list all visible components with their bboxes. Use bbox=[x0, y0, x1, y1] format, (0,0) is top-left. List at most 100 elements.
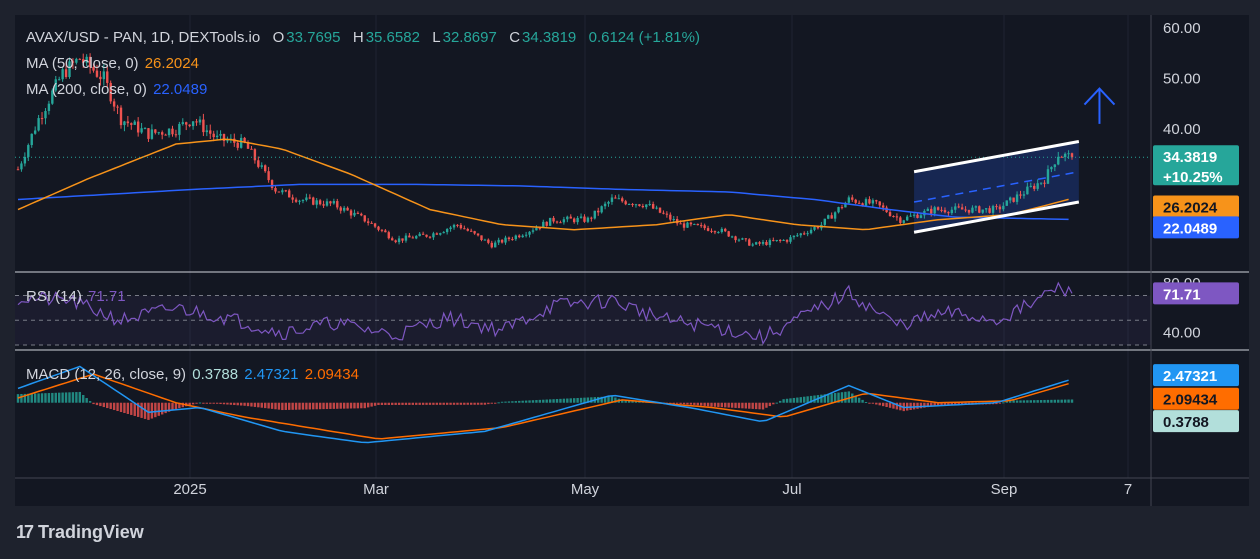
macd-hist-bar bbox=[744, 402, 748, 409]
candle-body bbox=[754, 242, 758, 245]
macd-hist-bar bbox=[380, 402, 384, 405]
legend-macd[interactable]: MACD (12, 26, close, 9) 0.3788 2.47321 2… bbox=[26, 366, 361, 383]
candle-body bbox=[751, 244, 754, 246]
legend-ma200[interactable]: MA (200, close, 0) 22.0489 bbox=[26, 81, 209, 98]
candle-body bbox=[366, 221, 370, 223]
tradingview-logo[interactable]: 17 TradingView bbox=[16, 522, 144, 543]
candle-body bbox=[785, 239, 789, 242]
macd-hist-bar bbox=[116, 402, 119, 412]
macd-hist-bar bbox=[456, 402, 459, 405]
macd-hist-bar bbox=[219, 402, 222, 405]
macd-hist-bar bbox=[851, 393, 854, 403]
macd-line-value: 2.47321 bbox=[244, 366, 299, 383]
candle-body bbox=[332, 201, 336, 204]
macd-histogram bbox=[16, 391, 1074, 420]
symbol-label[interactable]: AVAX/USD - PAN, 1D, DEXTools.io bbox=[26, 29, 261, 46]
macd-hist-bar bbox=[157, 402, 160, 416]
candle-body bbox=[432, 233, 435, 238]
candle-body bbox=[421, 233, 425, 235]
price-tick-label: 60.00 bbox=[1163, 20, 1201, 37]
candle-body bbox=[837, 207, 840, 213]
macd-hist-bar bbox=[706, 402, 710, 407]
candle-body bbox=[535, 227, 538, 231]
candle-body bbox=[792, 235, 796, 238]
macd-hist-bar bbox=[164, 402, 167, 414]
macd-hist-bar bbox=[857, 397, 861, 403]
macd-hist-bar bbox=[579, 397, 583, 403]
candle-body bbox=[1015, 194, 1019, 202]
candle-body bbox=[147, 128, 150, 139]
candle-body bbox=[669, 214, 672, 220]
candle-body bbox=[679, 223, 682, 225]
candle-body bbox=[789, 237, 792, 242]
candle-body bbox=[545, 221, 548, 226]
channel-lines bbox=[913, 87, 1116, 234]
candle-body bbox=[195, 121, 198, 123]
macd-hist-bar bbox=[291, 402, 294, 410]
candle-body bbox=[813, 226, 816, 230]
candle-body bbox=[27, 145, 30, 157]
candles[interactable] bbox=[16, 53, 1074, 249]
macd-hist-bar bbox=[33, 393, 37, 403]
candle-body bbox=[346, 207, 349, 211]
macd-hist-bar bbox=[490, 402, 493, 404]
macd-hist-bar bbox=[830, 393, 833, 403]
macd-hist-bar bbox=[545, 399, 548, 403]
macd-hist-bar bbox=[737, 402, 741, 409]
candle-body bbox=[737, 239, 741, 241]
legend-ma50[interactable]: MA (50, close, 0) 26.2024 bbox=[26, 55, 201, 72]
macd-hist-bar bbox=[789, 398, 792, 403]
macd-hist-bar bbox=[160, 402, 164, 415]
candle-body bbox=[209, 130, 212, 134]
candle-body bbox=[363, 215, 366, 222]
candle-body bbox=[576, 217, 579, 223]
macd-hist-bar bbox=[401, 402, 404, 405]
macd-hist-bar bbox=[748, 402, 751, 409]
macd-hist-bar bbox=[294, 402, 298, 410]
macd-hist-bar bbox=[724, 402, 727, 408]
candle-body bbox=[579, 216, 583, 218]
candle-body bbox=[312, 197, 315, 205]
candle-body bbox=[449, 227, 452, 230]
candle-body bbox=[445, 229, 449, 233]
candle-body bbox=[796, 235, 799, 237]
candle-body bbox=[33, 130, 37, 134]
macd-hist-bar bbox=[710, 402, 713, 407]
candle-body bbox=[305, 197, 308, 201]
macd-hist-bar bbox=[61, 392, 64, 403]
candle-body bbox=[765, 241, 768, 245]
candle-body bbox=[833, 212, 837, 219]
macd-hist-bar bbox=[936, 402, 940, 406]
candle-body bbox=[504, 237, 507, 243]
macd-hist-bar bbox=[123, 402, 126, 413]
candle-body bbox=[572, 218, 576, 223]
macd-hist-bar bbox=[881, 402, 885, 407]
candle-body bbox=[1012, 197, 1015, 202]
candle-body bbox=[514, 235, 518, 240]
candle-body bbox=[219, 134, 222, 136]
macd-signal-value: 2.09434 bbox=[304, 366, 359, 383]
macd-hist-bar bbox=[387, 402, 390, 405]
macd-hist-bar bbox=[428, 402, 432, 405]
macd-hist-bar bbox=[109, 402, 112, 410]
candle-body bbox=[806, 233, 809, 235]
grid bbox=[189, 15, 1129, 478]
macd-hist-bar bbox=[693, 402, 696, 405]
macd-hist-bar bbox=[346, 402, 349, 409]
legend-rsi[interactable]: RSI (14) 71.71 bbox=[26, 288, 128, 305]
macd-hist-bar bbox=[54, 392, 57, 403]
high-label: H bbox=[352, 29, 364, 46]
macd-hist-bar bbox=[30, 393, 33, 403]
macd-hist-bar bbox=[288, 402, 291, 410]
macd-hist-bar bbox=[717, 402, 720, 407]
candle-body bbox=[253, 149, 257, 161]
candle-body bbox=[277, 191, 281, 193]
candle-body bbox=[318, 200, 322, 205]
candle-body bbox=[868, 199, 871, 204]
candle-body bbox=[741, 238, 744, 240]
rsi-label: RSI (14) bbox=[26, 288, 82, 305]
macd-hist-bar bbox=[88, 401, 92, 403]
macd-hist-bar bbox=[267, 402, 270, 409]
candle-body bbox=[123, 121, 126, 126]
